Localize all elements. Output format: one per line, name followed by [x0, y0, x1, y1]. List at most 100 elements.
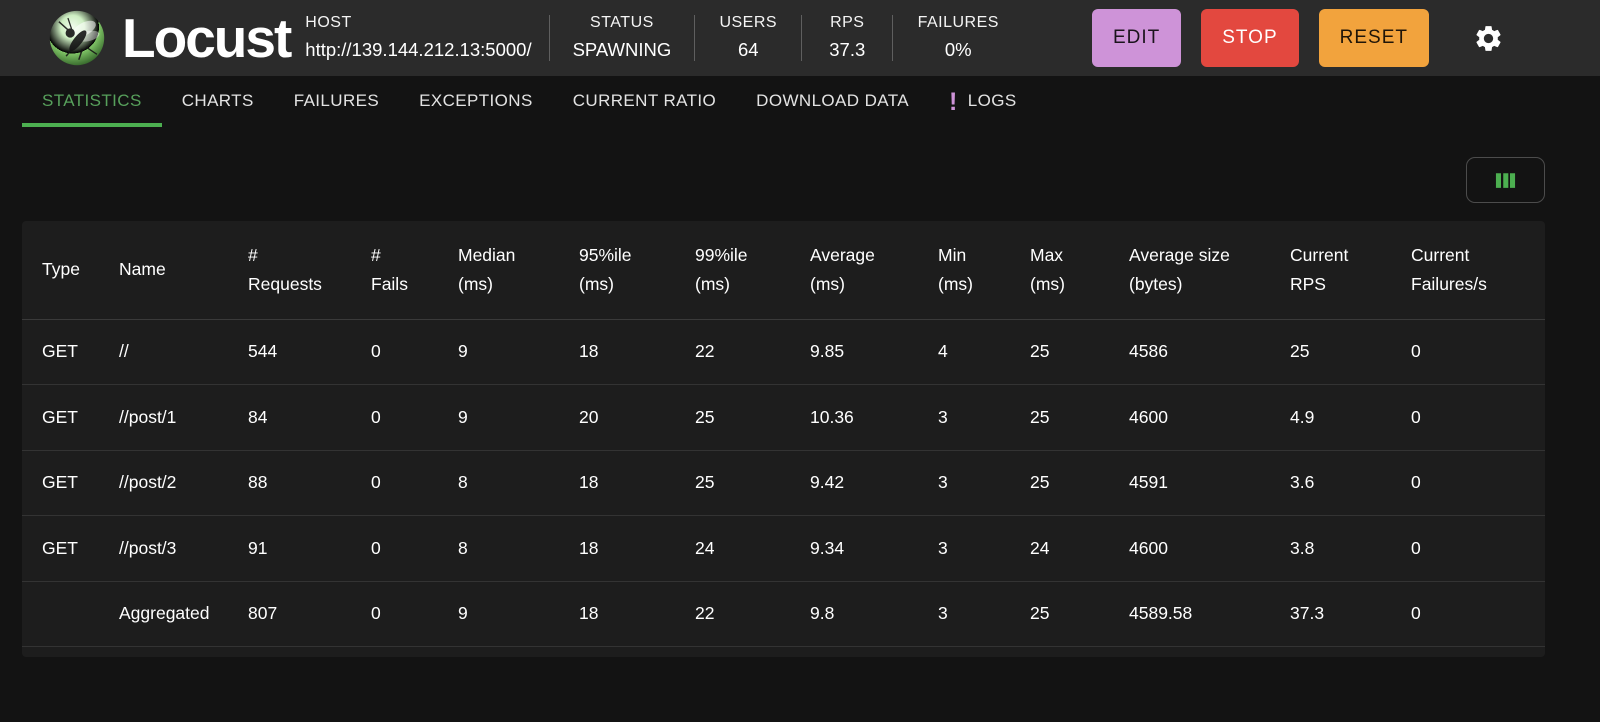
column-header-fails[interactable]: # Fails — [371, 221, 458, 320]
table-row: GET //post/3 91 0 8 18 24 9.34 3 24 4600… — [22, 515, 1545, 582]
cell-max: 25 — [1030, 384, 1129, 451]
cell-current-rps: 37.3 — [1290, 581, 1411, 647]
tab-label: CURRENT RATIO — [572, 90, 717, 110]
column-header-name[interactable]: Name — [119, 221, 248, 320]
reset-button[interactable]: RESET — [1318, 9, 1429, 67]
tab-bar: STATISTICS CHARTS FAILURES EXCEPTIONS CU… — [0, 76, 1600, 146]
cell-name: // — [119, 319, 248, 385]
tab-statistics[interactable]: STATISTICS — [22, 78, 162, 127]
cell-name: //post/1 — [119, 384, 248, 451]
cell-current-failures: 0 — [1411, 581, 1545, 647]
tab-charts[interactable]: CHARTS — [162, 78, 274, 127]
gear-icon — [1476, 25, 1501, 51]
status-label: STATUS — [590, 14, 654, 32]
cell-type: GET — [22, 319, 119, 385]
cell-type: GET — [22, 515, 119, 582]
cell-min: 3 — [938, 515, 1030, 582]
cell-average: 9.42 — [810, 450, 938, 516]
cell-requests: 84 — [248, 384, 371, 451]
cell-current-failures: 0 — [1411, 384, 1545, 451]
cell-average: 9.85 — [810, 319, 938, 385]
cell-avg-size: 4586 — [1129, 319, 1290, 385]
settings-button[interactable] — [1469, 19, 1508, 58]
stop-button[interactable]: STOP — [1201, 9, 1299, 67]
tab-logs[interactable]: ! LOGS — [929, 78, 1037, 127]
cell-average: 9.34 — [810, 515, 938, 582]
column-header-max[interactable]: Max (ms) — [1030, 221, 1129, 320]
cell-median: 9 — [458, 581, 579, 647]
column-selector-button[interactable] — [1466, 157, 1545, 203]
column-header-requests[interactable]: # Requests — [248, 221, 371, 320]
cell-fails: 0 — [371, 581, 458, 647]
column-header-current-rps[interactable]: Current RPS — [1290, 221, 1411, 320]
cell-fails: 0 — [371, 515, 458, 582]
page-title: Locust — [122, 7, 292, 69]
cell-requests: 544 — [248, 319, 371, 385]
tab-exceptions[interactable]: EXCEPTIONS — [399, 78, 553, 127]
users-indicator: USERS 64 — [712, 11, 784, 64]
failures-label: FAILURES — [917, 14, 999, 32]
cell-max: 25 — [1030, 319, 1129, 385]
cell-fails: 0 — [371, 319, 458, 385]
column-header-avg-size[interactable]: Average size (bytes) — [1129, 221, 1290, 320]
edit-button[interactable]: EDIT — [1091, 9, 1182, 67]
cell-avg-size: 4589.58 — [1129, 581, 1290, 647]
cell-median: 8 — [458, 515, 579, 582]
header-divider — [694, 15, 696, 61]
host-label: HOST — [305, 14, 352, 32]
cell-99ile: 22 — [695, 581, 810, 647]
users-label: USERS — [719, 14, 778, 32]
column-header-95ile[interactable]: 95%ile (ms) — [579, 221, 695, 320]
cell-current-failures: 0 — [1411, 319, 1545, 385]
cell-95ile: 18 — [579, 515, 695, 582]
app-header: Locust HOST http://139.144.212.13:5000/ … — [0, 0, 1600, 76]
table-row: GET //post/2 88 0 8 18 25 9.42 3 25 4591… — [22, 450, 1545, 516]
column-header-median[interactable]: Median (ms) — [458, 221, 579, 320]
table-toolbar — [0, 146, 1600, 221]
column-header-average[interactable]: Average (ms) — [810, 221, 938, 320]
column-header-min[interactable]: Min (ms) — [938, 221, 1030, 320]
cell-min: 3 — [938, 581, 1030, 647]
cell-median: 9 — [458, 319, 579, 385]
status-value: SPAWNING — [572, 39, 672, 61]
cell-95ile: 18 — [579, 581, 695, 647]
column-header-current-failures[interactable]: Current Failures/s — [1411, 221, 1545, 320]
cell-current-rps: 3.6 — [1290, 450, 1411, 516]
cell-99ile: 25 — [695, 384, 810, 451]
cell-min: 4 — [938, 319, 1030, 385]
failures-value: 0% — [944, 39, 972, 61]
cell-95ile: 18 — [579, 319, 695, 385]
cell-average: 9.8 — [810, 581, 938, 647]
tab-current-ratio[interactable]: CURRENT RATIO — [553, 78, 736, 127]
tab-label: STATISTICS — [42, 90, 142, 110]
cell-avg-size: 4600 — [1129, 515, 1290, 582]
table-header-row: Type Name # Requests # Fails Median (ms) 95… — [22, 221, 1545, 320]
tab-download-data[interactable]: DOWNLOAD DATA — [736, 78, 929, 127]
cell-requests: 91 — [248, 515, 371, 582]
header-divider — [892, 15, 894, 61]
locust-logo-icon — [49, 10, 105, 66]
cell-min: 3 — [938, 450, 1030, 516]
statistics-table-panel: Type Name # Requests # Fails Median (ms) 95… — [22, 221, 1545, 657]
cell-current-rps: 4.9 — [1290, 384, 1411, 451]
cell-max: 24 — [1030, 515, 1129, 582]
column-header-99ile[interactable]: 99%ile (ms) — [695, 221, 810, 320]
tab-failures[interactable]: FAILURES — [274, 78, 399, 127]
rps-indicator: RPS 37.3 — [819, 11, 875, 64]
logs-alert-badge: ! — [949, 88, 958, 116]
users-value: 64 — [737, 39, 759, 61]
cell-99ile: 22 — [695, 319, 810, 385]
columns-icon — [1495, 172, 1516, 188]
cell-95ile: 18 — [579, 450, 695, 516]
cell-max: 25 — [1030, 581, 1129, 647]
cell-95ile: 20 — [579, 384, 695, 451]
cell-requests: 88 — [248, 450, 371, 516]
cell-median: 9 — [458, 384, 579, 451]
cell-current-rps: 25 — [1290, 319, 1411, 385]
table-row-aggregated: Aggregated 807 0 9 18 22 9.8 3 25 4589.5… — [22, 581, 1545, 647]
cell-name: //post/3 — [119, 515, 248, 582]
table-row: GET // 544 0 9 18 22 9.85 4 25 4586 25 0 — [22, 319, 1545, 385]
rps-value: 37.3 — [829, 39, 866, 61]
table-row: GET //post/1 84 0 9 20 25 10.36 3 25 460… — [22, 384, 1545, 451]
column-header-type[interactable]: Type — [22, 221, 119, 320]
